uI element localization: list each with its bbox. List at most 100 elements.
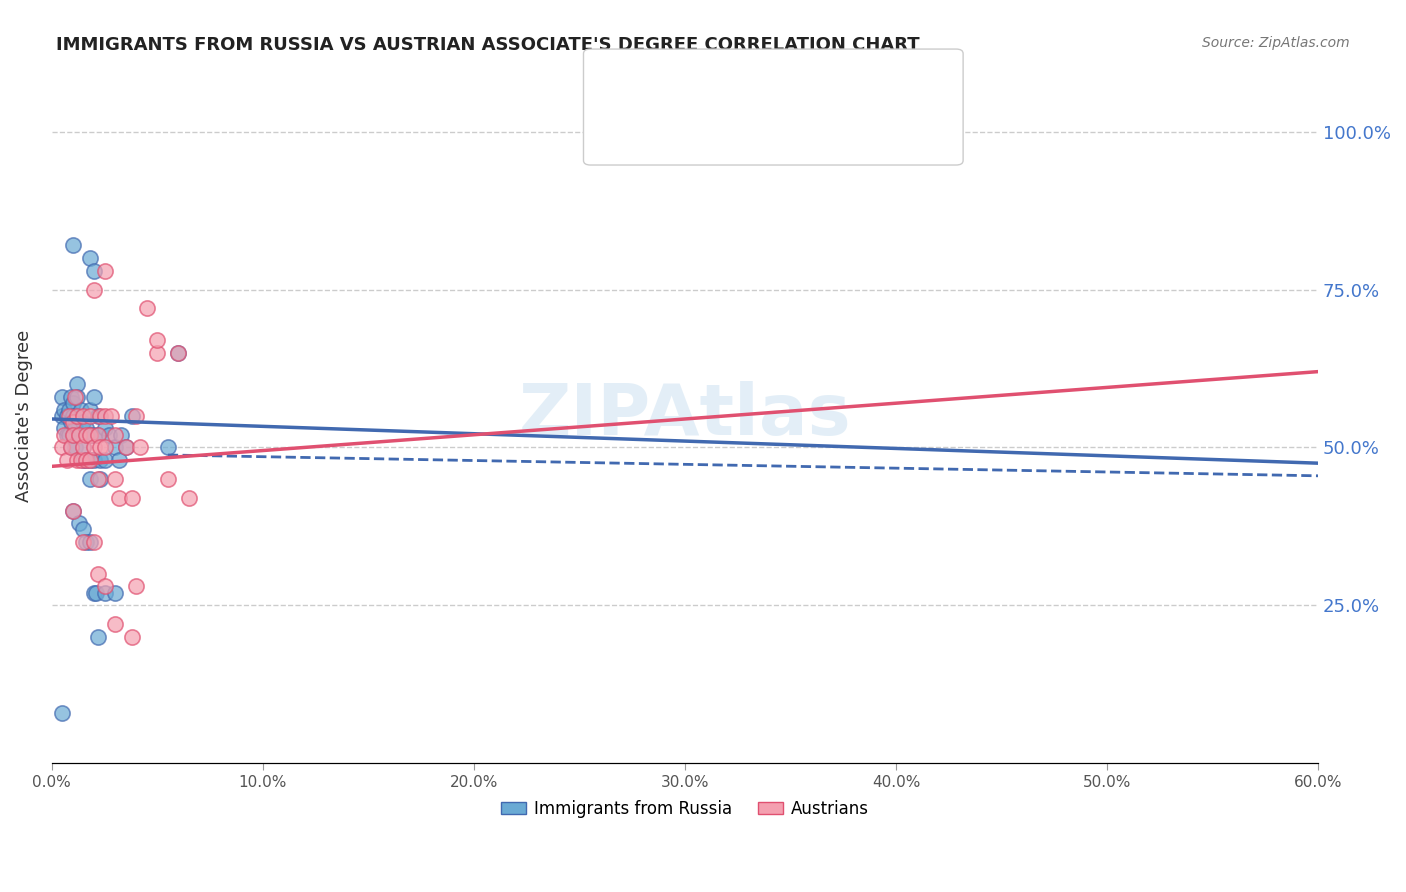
Point <box>121 630 143 644</box>
Point <box>104 427 127 442</box>
Text: N = 60: N = 60 <box>807 78 875 96</box>
Point <box>125 409 148 423</box>
Point <box>66 390 89 404</box>
Point <box>63 441 86 455</box>
Point <box>62 396 84 410</box>
Point <box>53 402 76 417</box>
Point <box>108 453 131 467</box>
Point <box>79 535 101 549</box>
Text: R = -0.050: R = -0.050 <box>645 78 741 96</box>
Point <box>93 409 115 423</box>
Point <box>121 491 143 505</box>
Point <box>67 427 90 442</box>
Point <box>177 491 200 505</box>
Point <box>66 377 89 392</box>
Point <box>62 427 84 442</box>
Point <box>72 441 94 455</box>
Point <box>87 566 110 581</box>
Point <box>51 390 73 404</box>
Point <box>108 491 131 505</box>
Point <box>63 390 86 404</box>
Point <box>167 345 190 359</box>
Point <box>114 441 136 455</box>
Point <box>83 427 105 442</box>
Point <box>62 415 84 429</box>
Point <box>89 441 111 455</box>
Point <box>59 441 82 455</box>
Point <box>63 421 86 435</box>
Point <box>79 409 101 423</box>
Point <box>87 409 110 423</box>
Point <box>93 453 115 467</box>
Point <box>58 402 80 417</box>
Point <box>83 585 105 599</box>
Point <box>59 441 82 455</box>
Point <box>66 409 89 423</box>
Point <box>104 441 127 455</box>
Point <box>83 390 105 404</box>
Point <box>167 345 190 359</box>
Point <box>51 409 73 423</box>
Point <box>135 301 157 316</box>
Point <box>59 390 82 404</box>
Point <box>67 427 90 442</box>
Point <box>75 427 97 442</box>
Point <box>84 585 107 599</box>
Point <box>79 453 101 467</box>
Point <box>75 453 97 467</box>
Point <box>75 453 97 467</box>
Point <box>75 535 97 549</box>
Point <box>146 333 169 347</box>
Point <box>87 630 110 644</box>
Point <box>72 453 94 467</box>
Point <box>62 409 84 423</box>
Point <box>72 535 94 549</box>
Point <box>89 409 111 423</box>
Point <box>72 441 94 455</box>
Point <box>70 453 93 467</box>
Point <box>72 409 94 423</box>
Text: Source: ZipAtlas.com: Source: ZipAtlas.com <box>1202 36 1350 50</box>
Point <box>104 617 127 632</box>
Bar <box>607 73 636 103</box>
Point <box>53 421 76 435</box>
Point <box>83 535 105 549</box>
Point <box>55 427 77 442</box>
Point <box>110 427 132 442</box>
Point <box>72 523 94 537</box>
Point <box>66 409 89 423</box>
Point <box>87 472 110 486</box>
Text: ZIPAtlas: ZIPAtlas <box>519 381 851 450</box>
Point <box>146 345 169 359</box>
Point <box>104 472 127 486</box>
Point <box>87 427 110 442</box>
Point <box>79 453 101 467</box>
Y-axis label: Associate's Degree: Associate's Degree <box>15 330 32 502</box>
Point <box>156 441 179 455</box>
Point <box>93 441 115 455</box>
Point <box>62 503 84 517</box>
Point <box>79 427 101 442</box>
Legend: Immigrants from Russia, Austrians: Immigrants from Russia, Austrians <box>495 793 876 824</box>
Point <box>72 415 94 429</box>
Point <box>93 263 115 277</box>
Point <box>89 472 111 486</box>
Point <box>89 453 111 467</box>
Point <box>93 421 115 435</box>
Text: IMMIGRANTS FROM RUSSIA VS AUSTRIAN ASSOCIATE'S DEGREE CORRELATION CHART: IMMIGRANTS FROM RUSSIA VS AUSTRIAN ASSOC… <box>56 36 920 54</box>
Text: N = 50: N = 50 <box>807 122 875 141</box>
Point <box>55 409 77 423</box>
Point <box>79 402 101 417</box>
Point <box>104 585 127 599</box>
Point <box>70 402 93 417</box>
Point <box>83 453 105 467</box>
Point <box>125 579 148 593</box>
Point <box>83 441 105 455</box>
Point <box>62 503 84 517</box>
Point <box>87 427 110 442</box>
Text: R =   0.220: R = 0.220 <box>645 122 747 141</box>
Point <box>51 706 73 720</box>
Point <box>97 427 120 442</box>
Point <box>66 453 89 467</box>
Point <box>53 427 76 442</box>
